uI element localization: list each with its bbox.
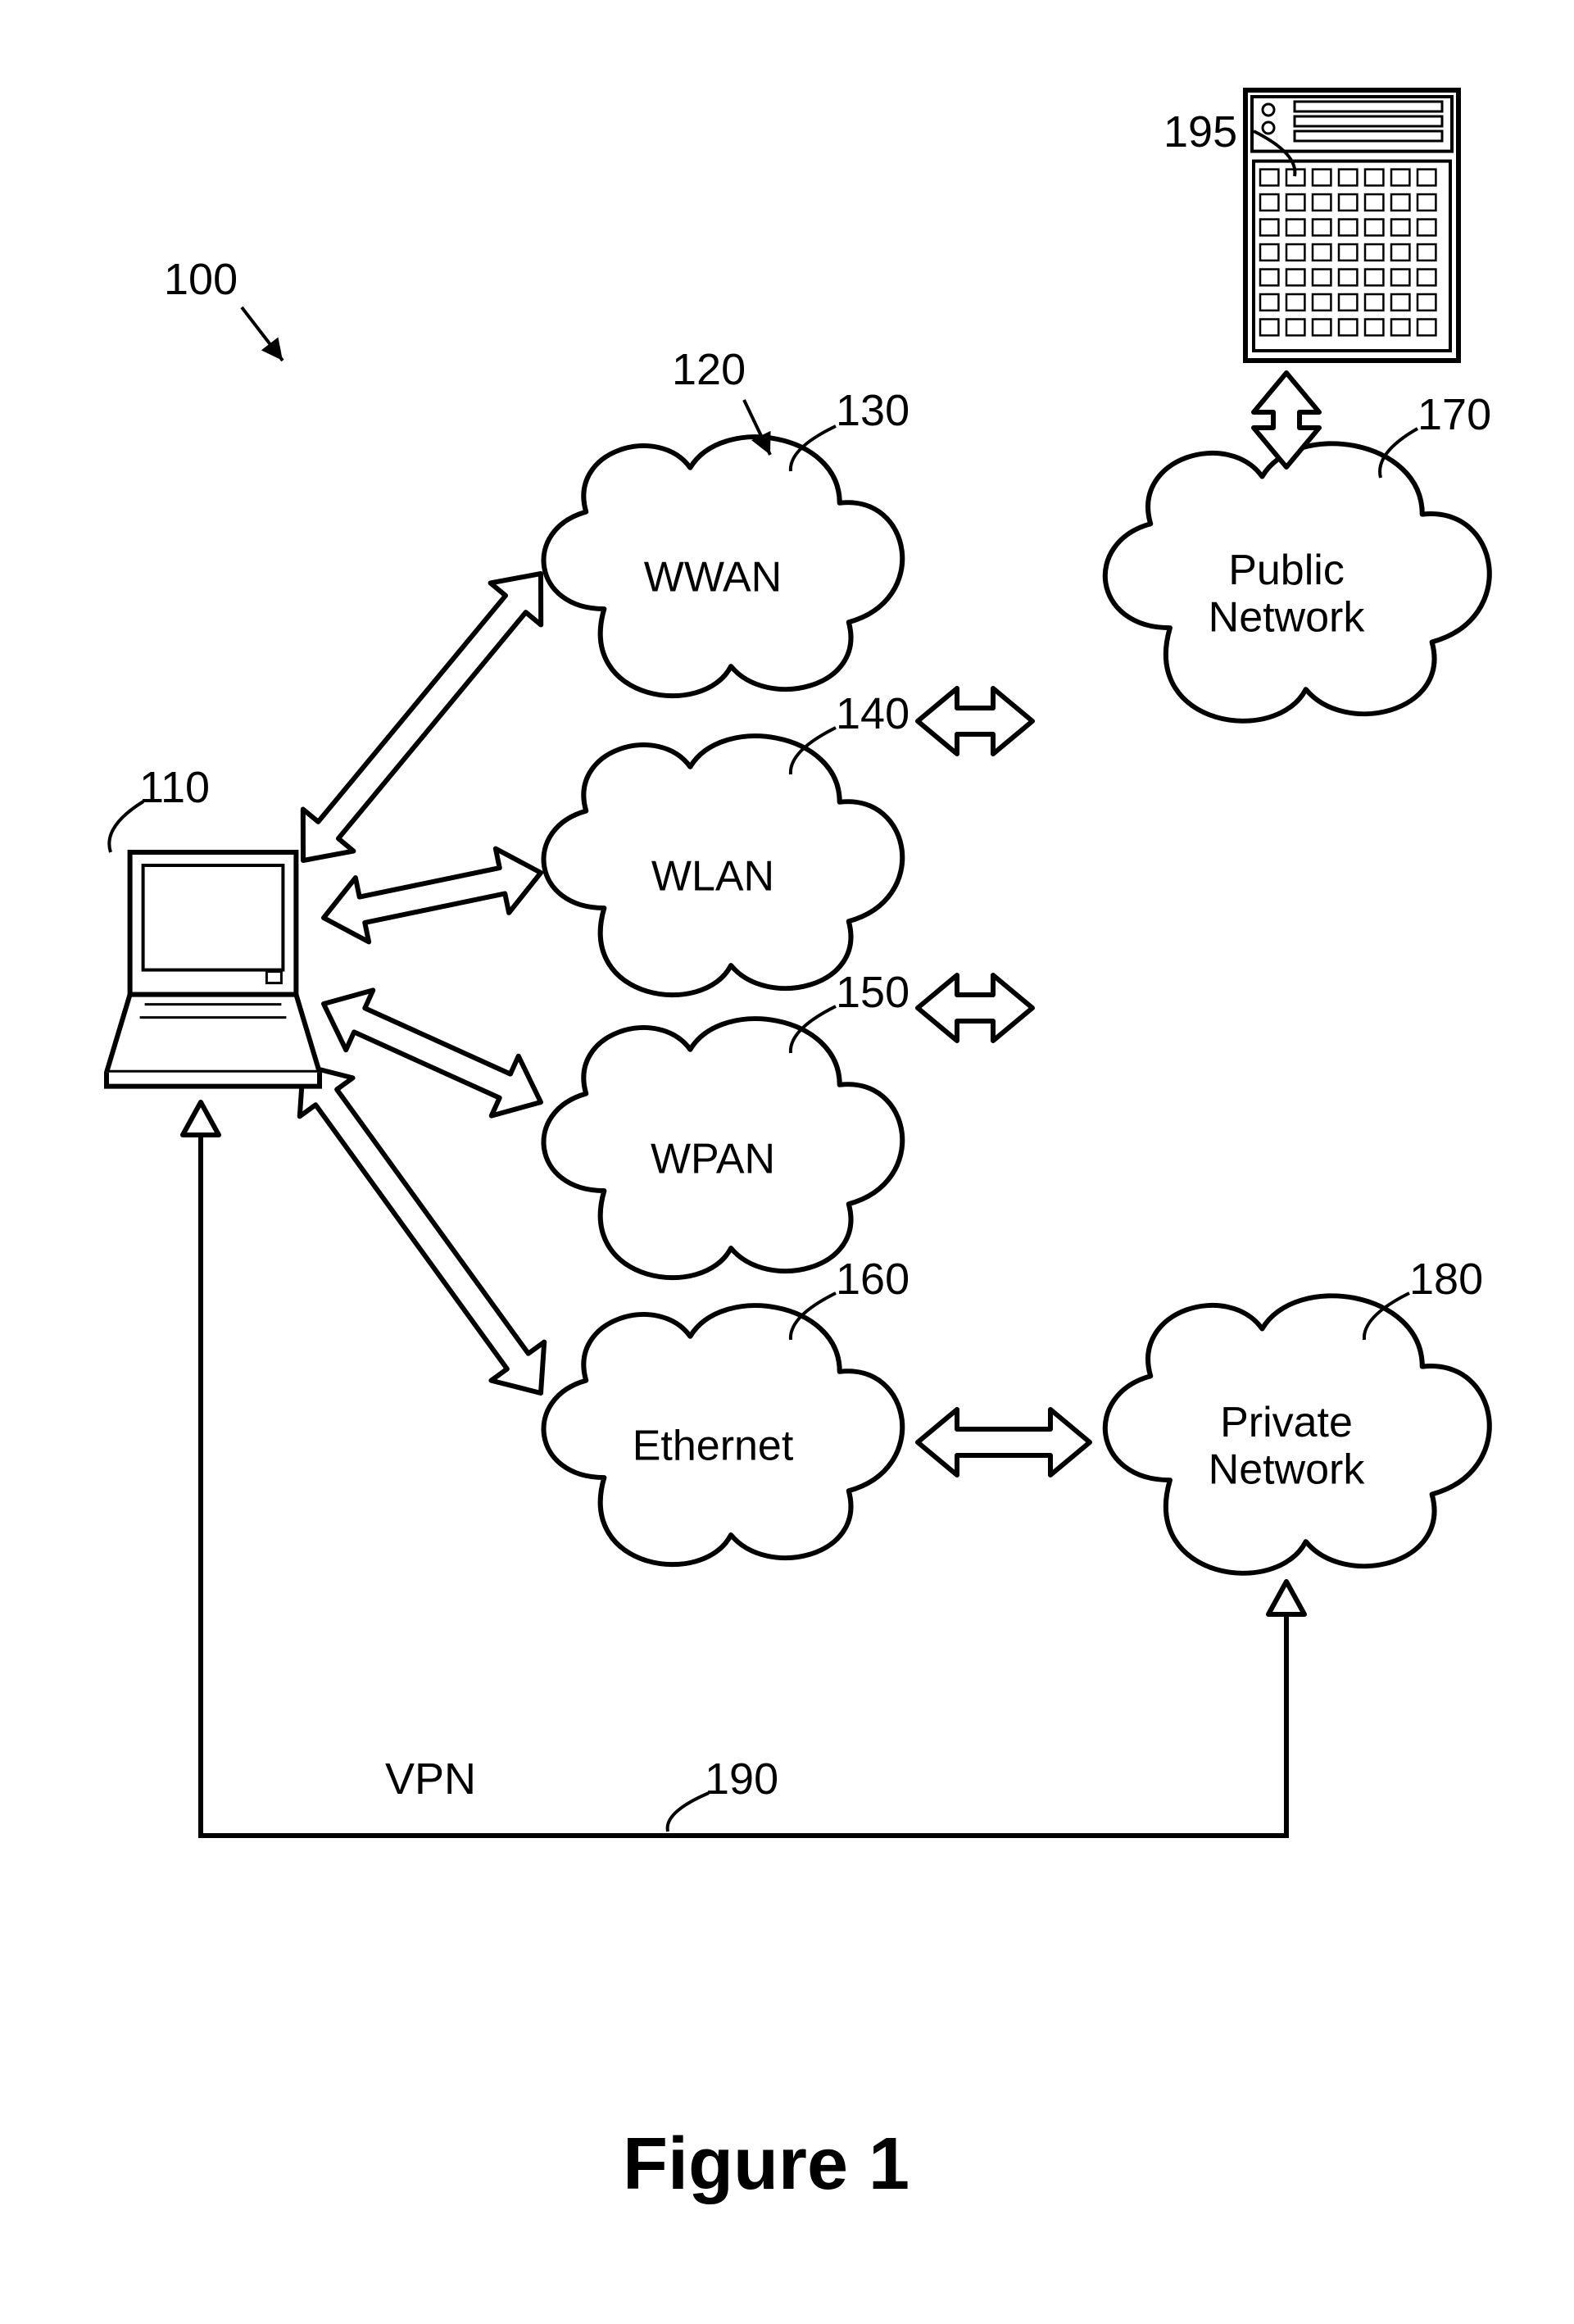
ref-160: 160 (836, 1254, 909, 1305)
cloud-ethernet-text-0: Ethernet (633, 1423, 794, 1470)
ref-150: 150 (836, 967, 909, 1018)
arrow-wpan-right (918, 975, 1032, 1041)
arrow-laptop-wwan (278, 552, 566, 881)
cloud-private-text-0: Private (1220, 1399, 1353, 1446)
server-icon (1245, 90, 1458, 361)
cloud-wlan-text-0: WLAN (651, 853, 774, 901)
ref-110: 110 (139, 762, 210, 813)
vpn-label: VPN (385, 1754, 476, 1804)
cloud-public-label: PublicNetwork (1209, 547, 1366, 641)
ref-170: 170 (1418, 389, 1491, 440)
cloud-public-text-1: Network (1209, 593, 1366, 641)
figure-caption: Figure 1 (623, 2122, 909, 2207)
ref-195: 195 (1163, 107, 1237, 157)
cloud-wlan-label: WLAN (651, 853, 774, 901)
cloud-ethernet-label: Ethernet (633, 1423, 794, 1470)
cloud-wwan-text-0: WWAN (644, 554, 782, 601)
cloud-wpan-text-0: WPAN (651, 1136, 775, 1183)
ref-180: 180 (1409, 1254, 1483, 1305)
cloud-private-text-1: Network (1209, 1446, 1366, 1493)
arrow-eth-private (918, 1409, 1090, 1475)
ref-130: 130 (836, 385, 909, 436)
laptop-icon (107, 852, 320, 1087)
ref-120: 120 (672, 344, 746, 395)
diagram-svg: WWANWLANWPANEthernetPublicNetworkPrivate… (0, 0, 1574, 2324)
cloud-wwan-label: WWAN (644, 554, 782, 601)
arrow-laptop-wlan (317, 841, 547, 950)
cloud-private-label: PrivateNetwork (1209, 1399, 1366, 1493)
cloud-wpan-label: WPAN (651, 1136, 775, 1183)
ref-190: 190 (705, 1754, 778, 1804)
cloud-public-text-0: Public (1228, 547, 1345, 594)
ref-100: 100 (164, 254, 238, 305)
ref-140: 140 (836, 688, 909, 739)
arrow-wwan-right (918, 688, 1032, 754)
